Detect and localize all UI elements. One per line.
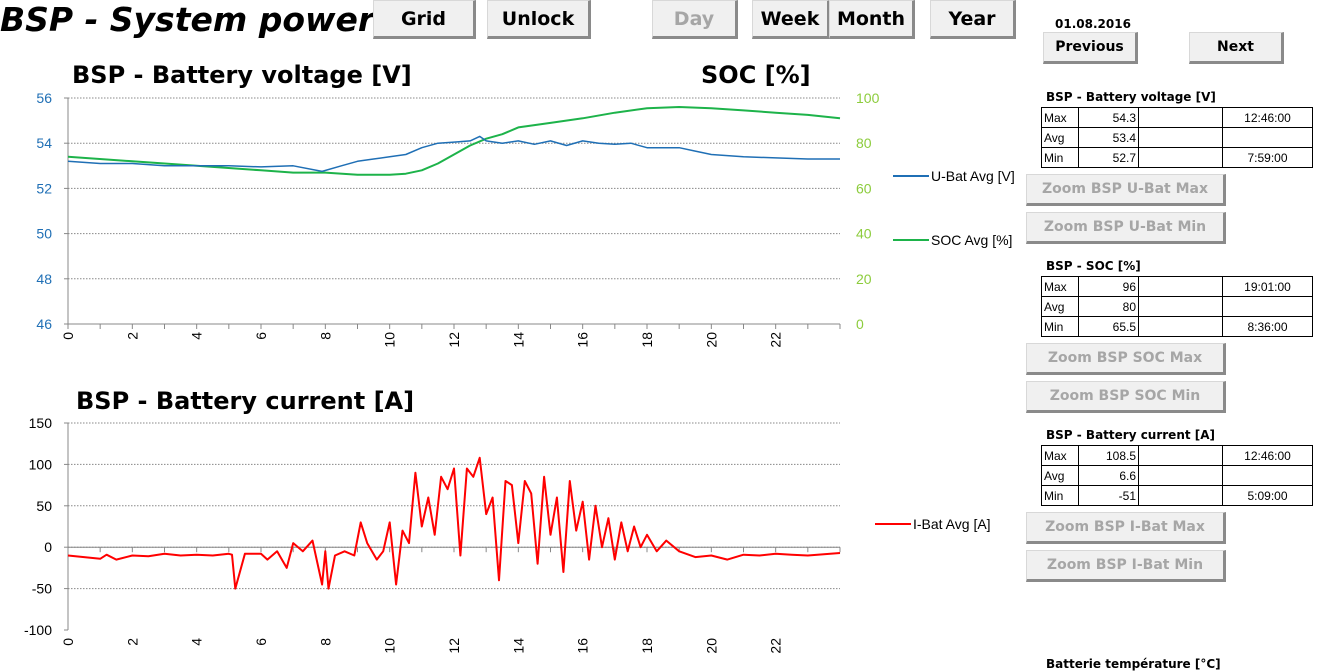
row-time: 19:01:00	[1222, 276, 1313, 297]
unlock-button[interactable]: Unlock	[487, 0, 591, 39]
y2-tick-label: 100	[856, 90, 880, 106]
week-button[interactable]: Week	[752, 0, 830, 39]
row-time: 12:46:00	[1222, 107, 1313, 128]
table-row: Avg 80	[1041, 296, 1313, 317]
x-tick-label: 20	[703, 638, 719, 654]
y-tick-label: 56	[36, 90, 52, 106]
x-tick-label: 4	[189, 638, 205, 646]
legend-label: U-Bat Avg [V]	[931, 168, 1015, 184]
x-tick-label: 18	[639, 332, 655, 348]
battery-temperature-title: Batterie température [°C]	[1046, 657, 1221, 671]
y2-tick-label: 20	[856, 271, 872, 287]
y-tick-label: 50	[36, 226, 52, 242]
row-time: 8:36:00	[1222, 316, 1313, 337]
month-button[interactable]: Month	[829, 0, 915, 39]
table-row: Max 96 19:01:00	[1041, 276, 1313, 297]
x-tick-label: 6	[253, 638, 269, 646]
x-tick-label: 4	[189, 332, 205, 340]
stats-table-soc: Max 96 19:01:00 Avg 80 Min 65.5 8:36:00	[1041, 276, 1313, 337]
x-tick-label: 22	[768, 638, 784, 654]
current-date: 01.08.2016	[1055, 17, 1131, 31]
x-tick-label: 20	[703, 332, 719, 348]
y-tick-label: 46	[36, 316, 52, 332]
series-line-u-bat-avg-v	[67, 135, 840, 173]
x-tick-label: 8	[317, 638, 333, 646]
row-label: Max	[1041, 107, 1079, 128]
y2-tick-label: 60	[856, 180, 872, 196]
zoom-soc-min-button[interactable]: Zoom BSP SOC Min	[1026, 381, 1226, 413]
x-tick-label: 22	[768, 332, 784, 348]
x-tick-label: 2	[124, 638, 140, 646]
chart-title-right: SOC [%]	[701, 61, 811, 89]
stats-table-current: Max 108.5 12:46:00 Avg 6.6 Min -51 5:09:00	[1041, 445, 1313, 506]
zoom-soc-max-button[interactable]: Zoom BSP SOC Max	[1026, 343, 1226, 375]
row-label: Max	[1041, 276, 1079, 297]
zoom-voltage-max-button[interactable]: Zoom BSP U-Bat Max	[1026, 174, 1226, 206]
chart-title: BSP - Battery current [A]	[76, 387, 414, 415]
x-tick-label: 10	[382, 638, 398, 654]
stats-title-current: BSP - Battery current [A]	[1046, 428, 1216, 442]
table-row: Min 65.5 8:36:00	[1041, 316, 1313, 337]
row-value: 80	[1078, 296, 1139, 317]
y-tick-label: -50	[32, 581, 52, 597]
y2-tick-label: 0	[856, 316, 864, 332]
zoom-voltage-min-button[interactable]: Zoom BSP U-Bat Min	[1026, 212, 1226, 244]
x-tick-label: 18	[639, 638, 655, 654]
legend-label: I-Bat Avg [A]	[913, 516, 991, 532]
table-row: Min 52.7 7:59:00	[1041, 147, 1313, 168]
next-button[interactable]: Next	[1189, 32, 1284, 64]
table-row: Avg 6.6	[1041, 465, 1313, 486]
stats-title-voltage: BSP - Battery voltage [V]	[1046, 90, 1216, 104]
zoom-current-max-button[interactable]: Zoom BSP I-Bat Max	[1026, 512, 1226, 544]
y2-tick-label: 40	[856, 226, 872, 242]
y-tick-label: -100	[24, 622, 52, 638]
y-tick-label: 52	[36, 180, 52, 196]
x-tick-label: 6	[253, 332, 269, 340]
previous-button[interactable]: Previous	[1043, 32, 1138, 64]
row-value: 65.5	[1078, 316, 1139, 337]
row-label: Min	[1041, 147, 1079, 168]
x-tick-label: 14	[510, 332, 526, 348]
x-tick-label: 14	[510, 638, 526, 654]
row-time: 5:09:00	[1222, 485, 1313, 506]
y-tick-label: 50	[36, 498, 52, 514]
year-button[interactable]: Year	[930, 0, 1016, 39]
chart-title: BSP - Battery voltage [V]	[72, 61, 412, 89]
x-tick-label: 0	[60, 332, 76, 340]
row-time: 7:59:00	[1222, 147, 1313, 168]
y2-tick-label: 80	[856, 135, 872, 151]
series-line-i-bat-avg-a	[67, 456, 841, 590]
y-tick-label: 0	[44, 539, 52, 555]
day-button[interactable]: Day	[652, 0, 738, 39]
table-row: Max 108.5 12:46:00	[1041, 445, 1313, 466]
y-tick-label: 100	[29, 456, 53, 472]
grid-button[interactable]: Grid	[373, 0, 476, 39]
x-tick-label: 12	[446, 638, 462, 654]
y-tick-label: 54	[36, 135, 52, 151]
row-label: Max	[1041, 445, 1079, 466]
row-label: Min	[1041, 316, 1079, 337]
x-tick-label: 16	[575, 332, 591, 348]
y-tick-label: 48	[36, 271, 52, 287]
x-tick-label: 0	[60, 638, 76, 646]
legend-label: SOC Avg [%]	[931, 232, 1012, 248]
table-row: Min -51 5:09:00	[1041, 485, 1313, 506]
x-tick-label: 2	[124, 332, 140, 340]
x-tick-label: 8	[317, 332, 333, 340]
row-value: -51	[1078, 485, 1139, 506]
x-tick-label: 12	[446, 332, 462, 348]
stats-table-voltage: Max 54.3 12:46:00 Avg 53.4 Min 52.7 7:59:00	[1041, 107, 1313, 168]
row-value: 6.6	[1078, 465, 1139, 486]
row-time: 12:46:00	[1222, 445, 1313, 466]
x-tick-label: 10	[382, 332, 398, 348]
stats-title-soc: BSP - SOC [%]	[1046, 259, 1141, 273]
x-tick-label: 16	[575, 638, 591, 654]
series-line-soc-avg	[67, 106, 841, 176]
y-tick-label: 150	[29, 415, 53, 431]
zoom-current-min-button[interactable]: Zoom BSP I-Bat Min	[1026, 550, 1226, 582]
page-title: BSP - System power	[0, 0, 375, 39]
table-row: Max 54.3 12:46:00	[1041, 107, 1313, 128]
row-label: Avg	[1041, 296, 1079, 317]
